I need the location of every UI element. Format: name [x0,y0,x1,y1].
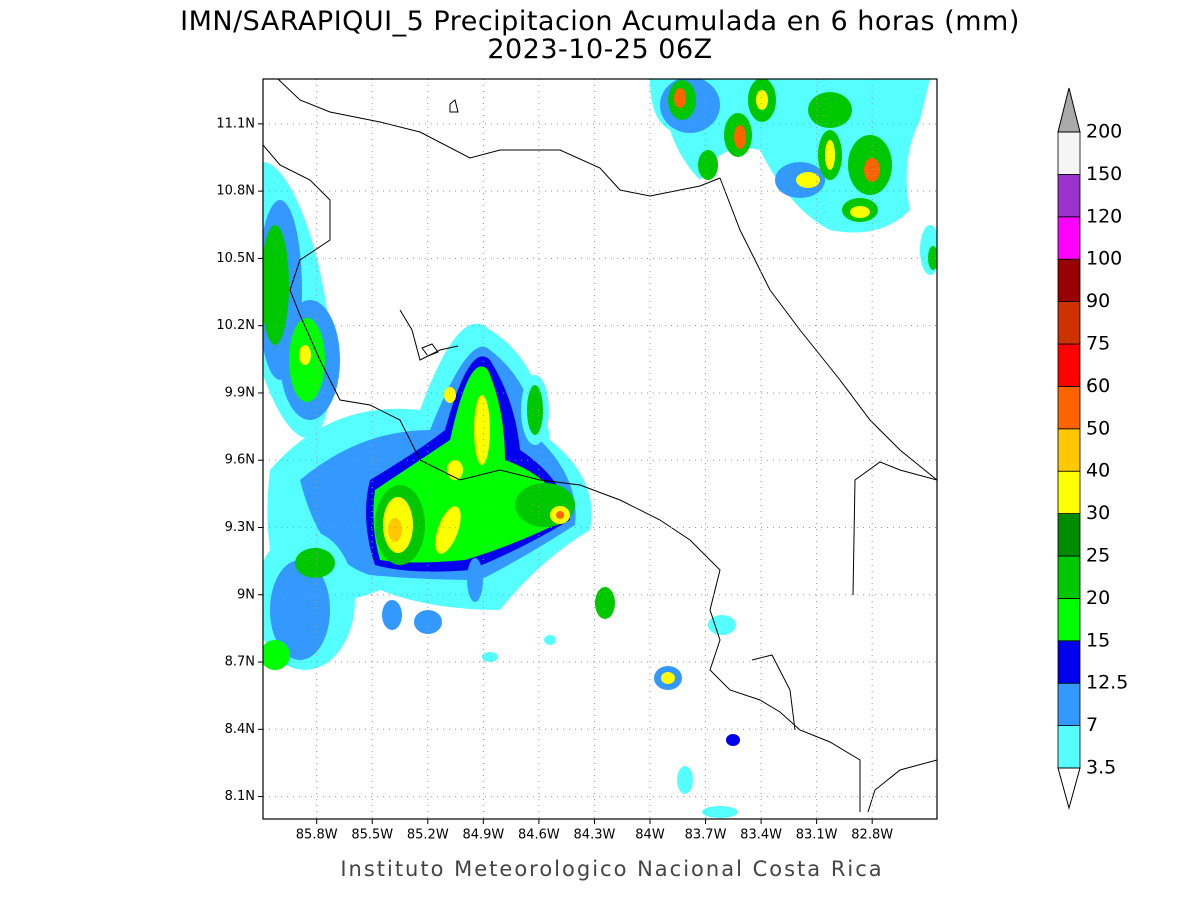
colorbar-label: 40 [1086,460,1110,482]
colorbar: 3.5 7 12.5 15 20 25 30 40 50 60 75 90 100 120 150 200 [1057,87,1128,810]
colorbar-segment [1057,598,1081,642]
y-tick-label: 11.1N [216,116,255,131]
x-tick-label: 83.4W [740,828,782,843]
colorbar-label: 90 [1086,290,1110,312]
x-tick-label: 85.5W [351,828,393,843]
y-tick-label: 8.4N [225,722,255,737]
colorbar-segment [1057,131,1081,175]
x-tick-label: 84.6W [518,828,560,843]
y-tick-label: 10.2N [216,318,255,333]
colorbar-label: 200 [1086,121,1122,143]
x-tick-label: 83.1W [796,828,838,843]
colorbar-under [1057,767,1081,810]
coastlines [263,79,937,813]
colorbar-label: 75 [1086,333,1110,355]
colorbar-label: 150 [1086,163,1122,185]
colorbar-label: 3.5 [1086,757,1116,779]
colorbar-label: 15 [1086,629,1110,651]
colorbar-label: 20 [1086,587,1110,609]
colorbar-label: 30 [1086,502,1110,524]
colorbar-segment [1057,258,1081,303]
precipitation-field [263,79,937,818]
x-tick-label: 85.2W [407,828,449,843]
y-tick-label: 8.7N [225,655,255,670]
colorbar-segment [1057,173,1081,218]
colorbar-label: 120 [1086,205,1122,227]
colorbar-segment [1057,555,1081,599]
x-tick-label: 83.7W [685,828,727,843]
title: IMN/SARAPIQUI_5 Precipitacion Acumulada … [180,6,1020,37]
y-tick-label: 10.8N [216,184,255,199]
y-tick-label: 9N [237,587,255,602]
grid: 85.8W 85.5W 85.2W 84.9W 84.6W 84.3W 84W 83.7W 83… [216,79,937,843]
colorbar-segment [1057,428,1081,472]
colorbar-segment [1057,343,1081,387]
subtitle: 2023-10-25 06Z [487,34,712,65]
colorbar-label: 12.5 [1086,672,1128,694]
x-tick-label: 85.8W [296,828,338,843]
y-tick-label: 9.3N [225,520,255,535]
colorbar-segment [1057,640,1081,684]
y-tick-label: 9.6N [225,453,255,468]
footer: Instituto Meteorologico Nacional Costa R… [340,857,883,881]
colorbar-label: 25 [1086,545,1110,567]
y-tick-label: 10.5N [216,251,255,266]
colorbar-label: 100 [1086,248,1122,270]
colorbar-segment [1057,301,1081,345]
colorbar-segment [1057,682,1081,727]
colorbar-segment [1057,725,1081,769]
x-tick-label: 82.8W [851,828,893,843]
map-frame [262,78,938,820]
colorbar-label: 50 [1086,417,1110,439]
y-tick-label: 8.1N [225,789,255,804]
x-tick-label: 84W [635,828,665,843]
y-tick-label: 9.9N [225,385,255,400]
x-tick-label: 84.9W [462,828,504,843]
colorbar-segment [1057,385,1081,430]
colorbar-segment [1057,470,1081,515]
colorbar-segment [1057,513,1081,557]
colorbar-segment [1057,216,1081,260]
colorbar-label: 60 [1086,375,1110,397]
colorbar-label: 7 [1086,714,1098,736]
colorbar-over [1057,87,1081,133]
x-tick-label: 84.3W [574,828,616,843]
